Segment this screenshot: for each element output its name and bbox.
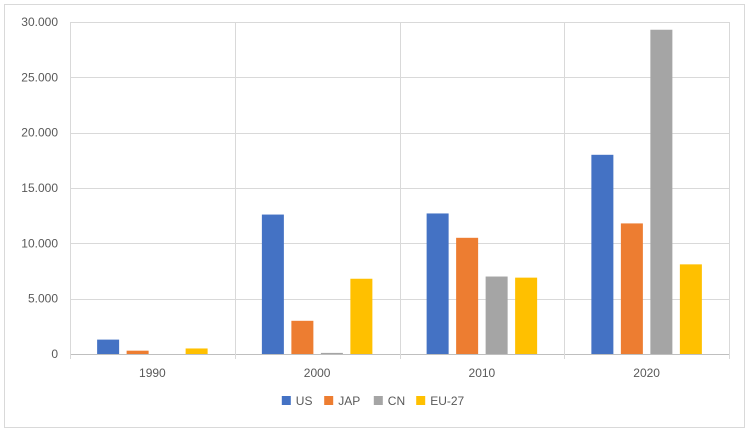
y-tick-label: 30.000 [21,15,58,29]
bar-us-2000 [261,214,284,354]
legend-label-cn: CN [388,394,405,408]
bars [97,29,702,354]
y-tick-label: 5.000 [28,292,58,306]
bar-eu-27-2000 [350,278,373,354]
x-tick-label: 2000 [304,366,331,380]
bar-eu-27-1990 [185,348,208,354]
bar-cn-2010 [485,276,508,354]
x-tick-label: 2010 [469,366,496,380]
bar-eu-27-2020 [679,264,702,354]
y-tick-label: 20.000 [21,126,58,140]
bar-jap-2010 [456,237,479,354]
bar-jap-1990 [126,350,149,354]
y-tick-label: 10.000 [21,236,58,250]
y-tick-label: 0 [51,347,58,361]
legend-label-us: US [296,394,313,408]
x-tick-label: 1990 [139,366,166,380]
bar-us-2020 [591,154,614,354]
y-tick-label: 15.000 [21,181,58,195]
legend-swatch-jap [324,396,334,405]
legend-swatch-cn [373,396,383,405]
x-axis-ticks: 1990 2000 2010 2020 [139,366,660,380]
bar-cn-2000 [320,352,343,354]
bar-jap-2020 [620,223,643,354]
legend-swatch-eu-27 [416,396,426,405]
y-axis-ticks: 0 5.000 10.000 15.000 20.000 25.000 30.000 [21,15,58,361]
bar-jap-2000 [291,320,314,354]
legend-label-eu-27: EU-27 [430,394,464,408]
x-tick-label: 2020 [633,366,660,380]
chart-frame [4,4,745,428]
bar-cn-2020 [650,29,673,354]
legend-label-jap: JAP [338,394,360,408]
bar-us-1990 [97,339,120,354]
legend-swatch-us [281,396,291,405]
bar-eu-27-2010 [515,277,538,354]
bar-us-2010 [426,213,449,354]
y-tick-label: 25.000 [21,70,58,84]
legend: US JAP CN EU-27 [281,394,465,408]
grid-lines [70,22,730,359]
